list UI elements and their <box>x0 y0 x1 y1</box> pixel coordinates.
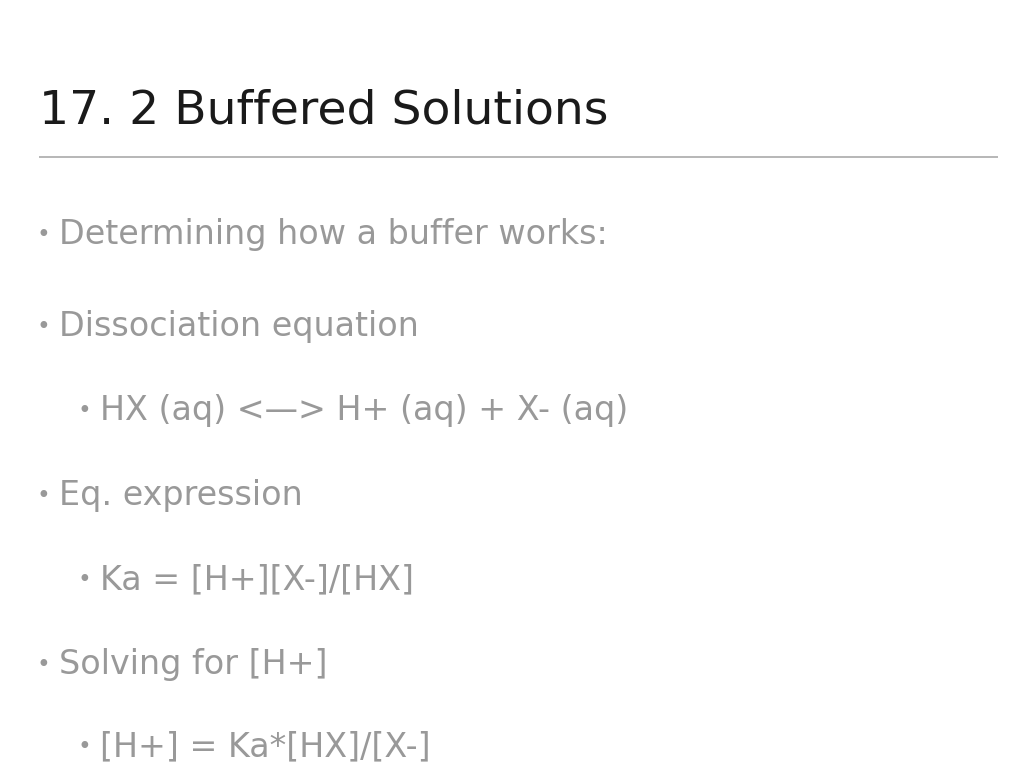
Text: •: • <box>77 735 91 758</box>
Text: HX (aq) <—> H+ (aq) + X- (aq): HX (aq) <—> H+ (aq) + X- (aq) <box>100 395 629 427</box>
Text: Solving for [H+]: Solving for [H+] <box>59 648 328 680</box>
Text: •: • <box>36 484 50 507</box>
Text: •: • <box>77 568 91 591</box>
Text: Determining how a buffer works:: Determining how a buffer works: <box>59 218 608 250</box>
Text: •: • <box>77 399 91 422</box>
Text: •: • <box>36 315 50 338</box>
Text: [H+] = Ka*[HX]/[X-]: [H+] = Ka*[HX]/[X-] <box>100 730 431 763</box>
Text: •: • <box>36 653 50 676</box>
Text: Ka = [H+][X-]/[HX]: Ka = [H+][X-]/[HX] <box>100 564 415 596</box>
Text: •: • <box>36 223 50 246</box>
Text: 17. 2 Buffered Solutions: 17. 2 Buffered Solutions <box>39 89 608 134</box>
Text: Dissociation equation: Dissociation equation <box>59 310 419 343</box>
Text: Eq. expression: Eq. expression <box>59 479 303 511</box>
